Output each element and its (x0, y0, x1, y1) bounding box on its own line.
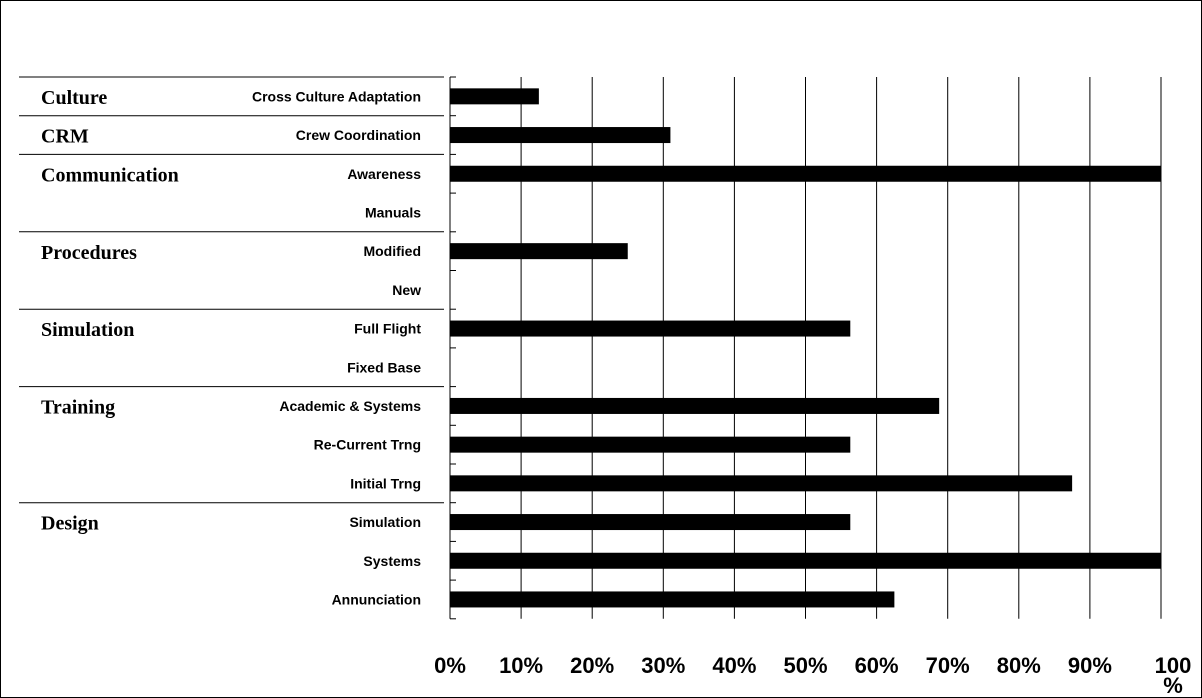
category-label: Cross Culture Adaptation (252, 88, 421, 104)
category-axis (19, 76, 456, 620)
group-label: CRM (41, 126, 89, 148)
category-label: Modified (363, 243, 421, 259)
group-label: Culture (41, 87, 107, 109)
group-label: Training (41, 397, 115, 419)
group-label: Procedures (41, 242, 137, 264)
category-label: Fixed Base (347, 359, 421, 375)
bar (450, 591, 895, 608)
category-label: Re-Current Trng (314, 437, 421, 453)
x-tick-label: 10% (499, 653, 543, 678)
x-tick-label: 60% (855, 653, 899, 678)
category-label: Systems (363, 553, 421, 569)
x-tick-label: 0% (434, 653, 466, 678)
bar (450, 475, 1073, 492)
x-tick-label: 40% (712, 653, 756, 678)
group-label: Design (41, 513, 99, 535)
bar (450, 552, 1161, 569)
bar (450, 243, 628, 260)
bar (450, 436, 851, 453)
bar (450, 514, 851, 531)
category-label: Simulation (349, 514, 421, 530)
bar (450, 165, 1161, 182)
bar (450, 397, 940, 414)
bars (450, 88, 1161, 608)
x-tick-label: 90% (1068, 653, 1112, 678)
category-label: Manuals (365, 204, 421, 220)
bar (450, 127, 671, 144)
category-label: Awareness (347, 166, 421, 182)
category-label: Full Flight (354, 321, 421, 337)
group-label: Simulation (41, 319, 134, 341)
x-tick-label: 50% (783, 653, 827, 678)
bar (450, 320, 851, 337)
bar (450, 88, 539, 105)
x-tick-label: 70% (926, 653, 970, 678)
x-tick-label: 80% (997, 653, 1041, 678)
category-label: Crew Coordination (296, 127, 421, 143)
group-labels: Culture CRM Communication Procedures Simulat… (41, 87, 179, 535)
category-labels: Cross Culture Adaptation Crew Coordinatio… (252, 88, 421, 607)
gridlines (520, 77, 1162, 619)
category-label: New (392, 282, 421, 298)
tick-labels: 0% 10% 20% 30% 40% 50% 60% 70% 80% 90% 100% (434, 653, 1191, 697)
category-label: Annunciation (332, 591, 421, 607)
category-label: Academic & Systems (279, 398, 421, 414)
x-tick-label: 20% (570, 653, 614, 678)
x-tick-label: 30% (641, 653, 685, 678)
category-label: Initial Trng (350, 475, 421, 491)
group-label: Communication (41, 164, 179, 186)
x-tick-label: 100% (1155, 653, 1192, 697)
